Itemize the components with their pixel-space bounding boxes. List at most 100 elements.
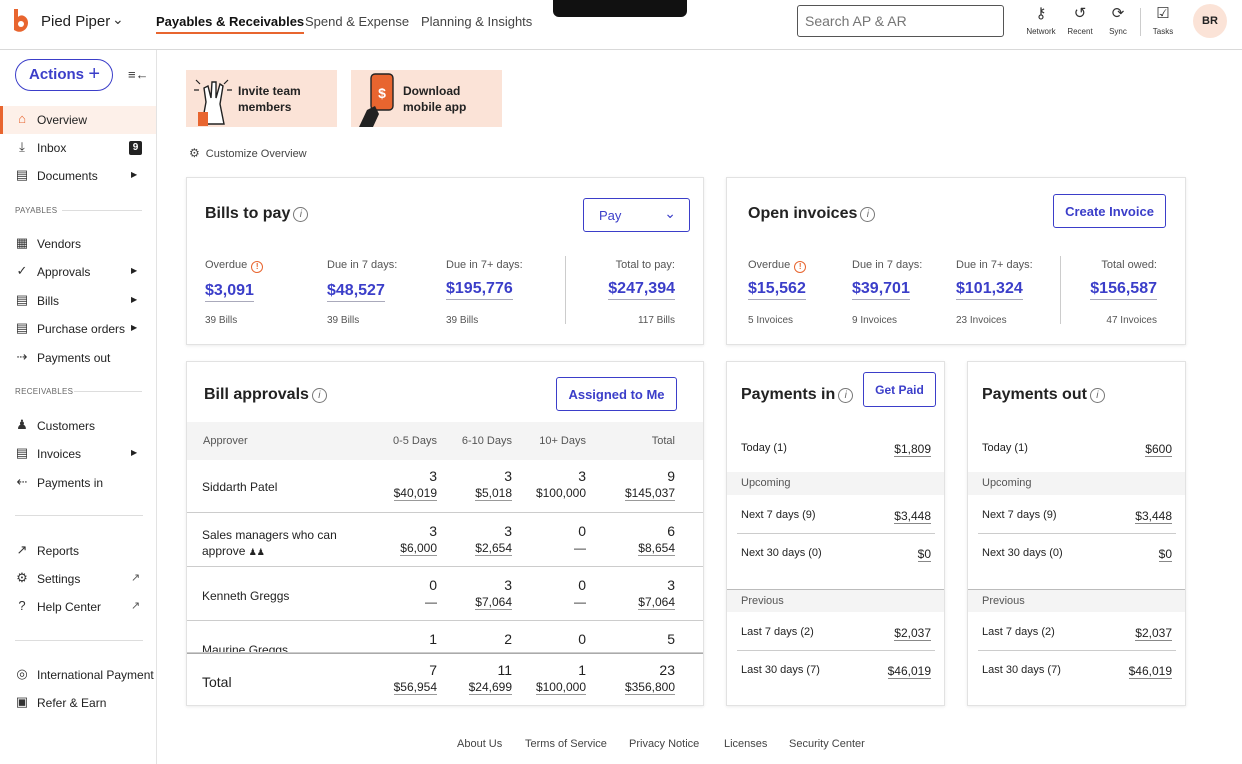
info-icon[interactable]: i [838,388,854,403]
footer-link-security[interactable]: Security Center [789,738,865,750]
footer-link-terms[interactable]: Terms of Service [525,738,607,750]
count: 23 [659,662,675,678]
sidebar-item-label: Overview [37,113,88,127]
actions-button[interactable]: Actions + [15,59,113,91]
footer-link-licenses[interactable]: Licenses [724,738,768,750]
org-name[interactable]: Pied Piper [41,13,111,30]
count: 1 [429,631,437,647]
today-value[interactable]: $600 [1145,442,1172,457]
column-header[interactable]: 0-5 Days [392,435,437,447]
table-row[interactable]: Maurine Greggs 1 2 0 5 [187,621,703,653]
sidebar-item-approvals[interactable]: ✓ Approvals ▶ [0,258,156,286]
table-row[interactable]: Sales managers who can approve ♟♟ 3 $6,000… [187,513,703,567]
info-icon[interactable]: i [311,388,327,403]
sidebar-item-international-payment[interactable]: ◎ International Payment [0,661,156,689]
stat-value[interactable]: $101,324 [956,280,1023,300]
network-button[interactable]: ⚷ Network [1023,5,1059,36]
sidebar-item-reports[interactable]: ↗ Reports [0,537,156,565]
today-value[interactable]: $1,809 [894,442,931,457]
last-30-value[interactable]: $46,019 [887,664,931,679]
amount[interactable]: $24,699 [468,680,512,695]
amount[interactable]: $7,064 [475,595,512,610]
avatar[interactable]: BR [1193,4,1227,38]
sidebar-item-overview[interactable]: ⌂ Overview [0,106,156,134]
sidebar-item-label: Help Center [37,600,102,614]
stat-value[interactable]: $195,776 [446,280,513,300]
stat-value[interactable]: $15,562 [748,280,806,300]
amount[interactable]: $145,037 [624,486,675,501]
invite-team-promo[interactable]: Invite team members [186,70,337,127]
sidebar-item-help-center[interactable]: ? Help Center ↗ [0,593,156,621]
stat-value[interactable]: $156,587 [1090,280,1157,300]
collapse-sidebar-icon[interactable]: ≡← [128,67,149,82]
stat-value[interactable]: $39,701 [852,280,910,300]
sync-button[interactable]: ⟳ Sync [1100,5,1136,36]
gift-icon: ▣ [15,694,29,709]
divider [565,256,566,324]
sidebar-item-payments-in[interactable]: ⇠ Payments in [0,469,156,497]
info-icon[interactable]: i [860,207,876,222]
column-header[interactable]: 6-10 Days [461,435,512,447]
last-7-value[interactable]: $2,037 [1135,626,1172,641]
column-header[interactable]: Total [651,435,675,447]
amount[interactable]: $56,954 [393,680,437,695]
amount: — [574,541,586,555]
stat-value[interactable]: $48,527 [327,282,385,302]
amount[interactable]: $356,800 [624,680,675,695]
promo-title: Download [403,84,461,98]
table-row[interactable]: Kenneth Greggs 0— 3 $7,064 0— 3 $7,064 [187,567,703,621]
assigned-to-me-button[interactable]: Assigned to Me [556,377,677,411]
recent-button[interactable]: ↺ Recent [1062,5,1098,36]
search-input[interactable] [797,5,1004,37]
sidebar-item-payments-out[interactable]: ⇢ Payments out [0,344,156,372]
tab-payables-receivables[interactable]: Payables & Receivables [156,14,305,34]
sidebar-item-documents[interactable]: ▤ Documents ▶ [0,162,156,190]
brand-logo-icon[interactable] [12,9,30,33]
amount[interactable]: $40,019 [393,486,437,501]
amount[interactable]: $6,000 [400,541,437,556]
caret-right-icon: ▶ [131,295,138,304]
stat-value[interactable]: $247,394 [608,280,675,300]
amount[interactable]: $5,018 [475,486,512,501]
sidebar-item-vendors[interactable]: ▦ Vendors [0,230,156,258]
check-circle-icon: ✓ [16,263,28,278]
last-7-value[interactable]: $2,037 [894,626,931,641]
last-30-value[interactable]: $46,019 [1128,664,1172,679]
pay-select[interactable]: Pay ⌄ [583,198,690,232]
create-invoice-button[interactable]: Create Invoice [1053,194,1166,228]
column-header[interactable]: Approver [203,435,248,447]
tab-spend-expense[interactable]: Spend & Expense [305,14,410,29]
sidebar-item-inbox[interactable]: ⤓ Inbox 9 [0,134,156,162]
chevron-down-icon[interactable]: ⌄ [112,11,124,27]
info-icon[interactable]: i [1089,388,1105,403]
sidebar-item-bills[interactable]: ▤ Bills ▶ [0,287,156,315]
tasks-button[interactable]: ☑ Tasks [1145,5,1181,36]
table-row[interactable]: Siddarth Patel 3 $40,019 3 $5,018 3 $100,00… [187,460,703,513]
tab-planning-insights[interactable]: Planning & Insights [421,14,533,29]
info-icon[interactable]: i [293,207,309,222]
amount[interactable]: $8,654 [638,541,675,556]
amount[interactable]: $7,064 [638,595,675,610]
sidebar-item-invoices[interactable]: ▤ Invoices ▶ [0,440,156,468]
stat-value[interactable]: $3,091 [205,282,254,302]
section-label-receivables: RECEIVABLES [15,387,74,396]
footer-link-about[interactable]: About Us [457,738,503,750]
sidebar-item-settings[interactable]: ⚙ Settings ↗ [0,565,156,593]
last-30-label: Last 30 days (7) [982,664,1061,676]
footer-link-privacy[interactable]: Privacy Notice [629,738,700,750]
next-30-value[interactable]: $0 [1158,547,1172,562]
get-paid-button[interactable]: Get Paid [863,372,936,407]
next-30-value[interactable]: $0 [917,547,931,562]
sidebar-item-refer-earn[interactable]: ▣ Refer & Earn [0,689,156,717]
next-7-value[interactable]: $3,448 [894,509,931,524]
column-header[interactable]: 10+ Days [539,435,586,447]
sidebar-item-purchase-orders[interactable]: ▤ Purchase orders ▶ [0,315,156,343]
amount[interactable]: $100,000 [535,680,586,695]
stat-sub: 117 Bills [637,315,675,326]
sidebar-item-customers[interactable]: ♟ Customers [0,412,156,440]
customize-overview-link[interactable]: ⚙ Customize Overview [189,146,307,160]
next-7-value[interactable]: $3,448 [1135,509,1172,524]
download-app-promo[interactable]: $ Download mobile app [351,70,502,127]
open-invoices-title: Open invoices [748,205,858,222]
amount[interactable]: $2,654 [475,541,512,556]
